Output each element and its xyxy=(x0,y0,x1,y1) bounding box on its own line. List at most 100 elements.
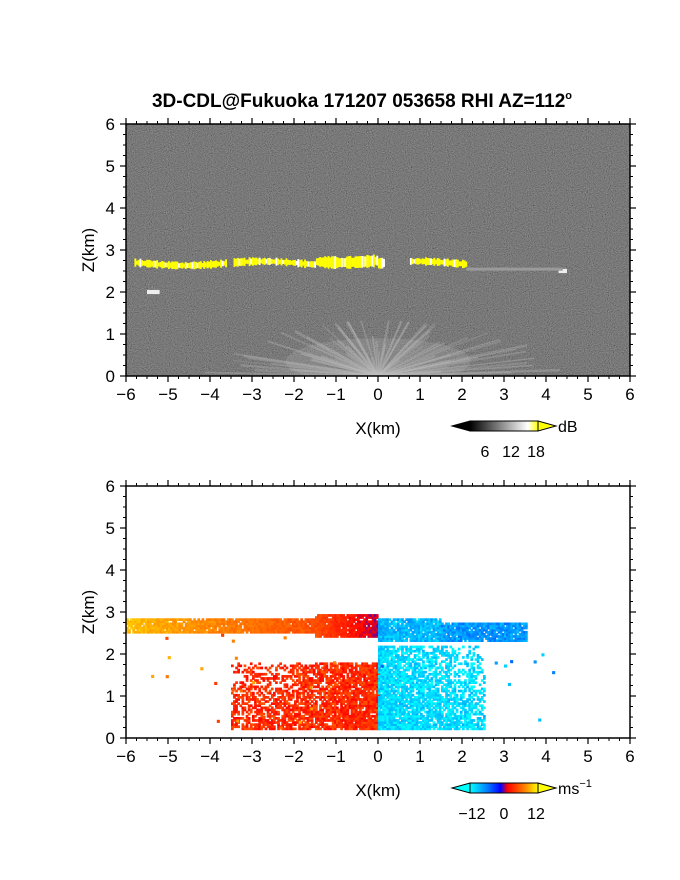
velocity-cell xyxy=(472,727,476,731)
velocity-cell xyxy=(373,681,377,684)
velocity-cell xyxy=(401,656,404,659)
velocity-cell xyxy=(457,630,461,634)
velocity-cell xyxy=(283,700,287,703)
velocity-cell xyxy=(262,622,266,626)
velocity-cell xyxy=(375,706,379,710)
strong-echo-cell xyxy=(320,257,323,267)
velocity-cell xyxy=(294,706,297,710)
velocity-cell xyxy=(315,702,318,705)
velocity-cell xyxy=(470,727,474,731)
velocity-cell xyxy=(426,714,429,718)
velocity-cell xyxy=(354,683,358,687)
velocity-cell xyxy=(342,670,345,674)
velocity-cell xyxy=(462,622,465,626)
velocity-cell xyxy=(455,639,459,642)
velocity-cell xyxy=(464,683,467,687)
velocity-cell xyxy=(424,693,427,697)
velocity-cell xyxy=(277,719,280,722)
velocity-cell xyxy=(249,708,253,712)
velocity-cell xyxy=(415,647,419,651)
velocity-cell xyxy=(323,622,327,626)
velocity-cell xyxy=(420,672,423,676)
velocity-cell xyxy=(352,719,356,722)
velocity-cell xyxy=(344,616,348,619)
velocity-cell xyxy=(256,708,259,712)
velocity-cell xyxy=(457,702,461,705)
velocity-cell xyxy=(359,702,362,705)
velocity-cell xyxy=(403,712,406,716)
velocity-cell xyxy=(283,628,287,632)
velocity-cell xyxy=(476,630,480,634)
velocity-cell xyxy=(451,635,455,638)
velocity-cell xyxy=(451,666,455,670)
velocity-cell xyxy=(266,710,270,714)
velocity-cell xyxy=(514,635,518,638)
velocity-cell xyxy=(464,702,467,705)
velocity-cell xyxy=(315,672,318,676)
velocity-cell xyxy=(378,706,381,710)
velocity-cell xyxy=(411,635,415,638)
velocity-cell xyxy=(405,698,408,701)
velocity-cell xyxy=(399,693,402,697)
velocity-cell xyxy=(413,683,417,687)
velocity-cell xyxy=(396,719,400,722)
velocity-cell xyxy=(445,725,448,729)
velocity-cell xyxy=(348,723,352,726)
velocity-cell xyxy=(262,693,266,697)
velocity-cell xyxy=(294,675,297,678)
velocity-cell xyxy=(386,687,390,691)
velocity-cell xyxy=(466,630,469,634)
velocity-cell xyxy=(233,630,236,634)
velocity-cell xyxy=(367,633,371,636)
velocity-cell xyxy=(157,626,161,630)
velocity-cell xyxy=(331,630,335,634)
velocity-cell xyxy=(298,706,301,710)
velocity-cell xyxy=(399,639,402,642)
velocity-cell xyxy=(279,622,282,626)
velocity-cell xyxy=(401,685,404,689)
velocity-cell xyxy=(476,637,480,640)
velocity-cell xyxy=(432,654,436,657)
velocity-cell xyxy=(378,717,381,720)
velocity-cell xyxy=(480,639,484,642)
velocity-cell xyxy=(462,656,465,659)
velocity-cell xyxy=(128,624,131,628)
velocity-cell xyxy=(445,645,448,649)
velocity-cell xyxy=(422,660,425,663)
velocity-cell xyxy=(417,710,421,714)
velocity-cell xyxy=(424,639,427,642)
velocity-cell xyxy=(287,714,291,718)
velocity-cell xyxy=(245,702,249,705)
velocity-cell xyxy=(501,628,505,632)
velocity-cell xyxy=(329,693,333,697)
velocity-cell xyxy=(327,727,331,731)
velocity-cell xyxy=(369,725,373,729)
velocity-cell xyxy=(480,670,484,674)
velocity-cell xyxy=(165,630,169,634)
velocity-cell xyxy=(354,691,358,695)
velocity-cell xyxy=(243,725,247,729)
velocity-cell xyxy=(472,704,476,708)
velocity-cell xyxy=(382,647,385,651)
strong-echo-cell xyxy=(141,260,144,267)
velocity-cell xyxy=(394,689,398,693)
velocity-cell xyxy=(289,670,293,674)
velocity-cell xyxy=(472,679,476,682)
velocity-cell xyxy=(340,635,343,638)
velocity-cell xyxy=(441,675,444,678)
velocity-cell xyxy=(474,691,478,695)
velocity-cell xyxy=(241,622,245,626)
velocity-cell xyxy=(459,693,463,697)
velocity-cell xyxy=(363,618,366,621)
velocity-cell xyxy=(464,639,467,642)
velocity-cell xyxy=(476,658,480,661)
velocity-cell xyxy=(268,691,272,695)
velocity-cell xyxy=(342,687,345,691)
velocity-cell xyxy=(321,622,324,626)
velocity-cell xyxy=(249,698,253,701)
velocity-cell xyxy=(468,708,471,712)
velocity-cell xyxy=(384,679,387,682)
velocity-cell xyxy=(365,706,369,710)
velocity-cell xyxy=(184,630,188,634)
velocity-cell xyxy=(308,698,312,701)
